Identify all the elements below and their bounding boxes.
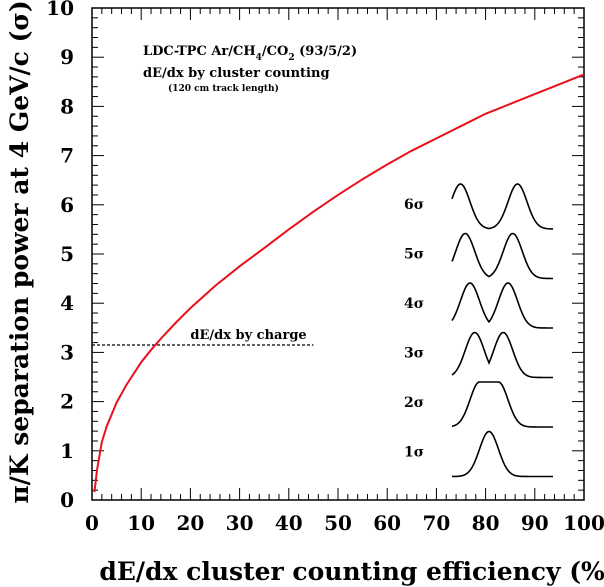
separation-curve-2sigma (451, 381, 553, 428)
y-tick-label: 0 (60, 488, 74, 512)
y-axis-title: π/K separation power at 4 GeV/c (σ) (5, 0, 34, 503)
series-line-cluster-counting (93, 73, 585, 493)
separation-label-3sigma: 3σ (404, 346, 424, 362)
plot-frame (91, 7, 585, 501)
annotation-line3: (120 cm track length) (168, 83, 279, 94)
y-tick-label: 1 (60, 439, 74, 463)
x-tick-label: 60 (373, 511, 401, 535)
x-tick-label: 100 (563, 511, 604, 535)
y-tick-label: 5 (60, 242, 74, 266)
x-tick-label: 30 (226, 511, 254, 535)
x-tick-label: 40 (275, 511, 303, 535)
annotation-line2: dE/dx by cluster counting (143, 66, 330, 81)
x-tick-label: 50 (324, 511, 352, 535)
y-tick-label: 6 (60, 193, 74, 217)
separation-curve-1sigma (451, 430, 553, 478)
y-tick-label: 4 (60, 291, 74, 315)
separation-label-5sigma: 5σ (404, 247, 424, 263)
y-tick-label: 7 (60, 144, 74, 168)
separation-curve-3sigma (451, 331, 553, 379)
annotation-line1: LDC-TPC Ar/CH4/CO2 (93/5/2) (143, 44, 357, 63)
separation-curve-4sigma (451, 282, 553, 329)
y-tick-label: 9 (60, 45, 74, 69)
y-tick-label: 3 (60, 340, 74, 364)
reference-line-label: dE/dx by charge (190, 328, 306, 343)
x-axis-title: dE/dx cluster counting efficiency (%) (99, 557, 604, 586)
separation-label-4sigma: 4σ (404, 296, 424, 312)
separation-label-6sigma: 6σ (404, 197, 424, 213)
y-tick-label: 8 (60, 94, 74, 118)
separation-label-2sigma: 2σ (404, 395, 424, 411)
x-tick-label: 10 (127, 511, 155, 535)
y-tick-label: 10 (46, 0, 74, 20)
separation-label-1sigma: 1σ (404, 445, 424, 461)
x-tick-label: 90 (521, 511, 549, 535)
y-tick-label: 2 (60, 390, 74, 414)
x-tick-label: 0 (85, 511, 99, 535)
x-tick-label: 70 (422, 511, 450, 535)
separation-curve-6sigma (451, 183, 554, 230)
separation-curve-5sigma (451, 232, 553, 280)
x-tick-label: 80 (472, 511, 500, 535)
x-tick-label: 20 (176, 511, 204, 535)
